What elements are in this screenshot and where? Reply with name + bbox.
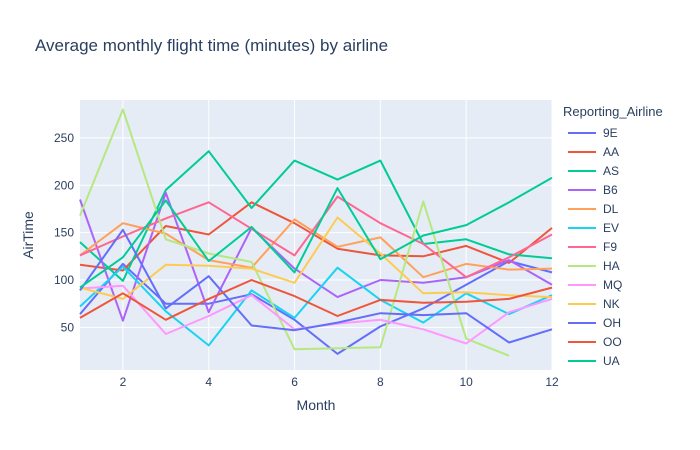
y-tick-label: 150 (54, 226, 74, 240)
series-line-ua (79, 176, 553, 289)
legend-label: DL (603, 202, 619, 216)
series-line-ev (79, 265, 553, 347)
series-line-ha (79, 108, 510, 357)
legend-label: F9 (603, 240, 617, 254)
legend-item-mq[interactable]: MQ (568, 278, 622, 292)
x-axis-title: Month (297, 397, 336, 413)
y-axis-ticks: 50 100 150 200 250 (54, 131, 74, 334)
series-line-as (79, 150, 553, 282)
y-tick-label: 250 (54, 131, 74, 145)
legend-item-as[interactable]: AS (568, 164, 619, 178)
legend-item-f9[interactable]: F9 (568, 240, 617, 254)
legend-label: B6 (603, 183, 618, 197)
y-tick-label: 200 (54, 178, 74, 192)
series-line-dl (79, 218, 553, 279)
legend-item-aa[interactable]: AA (568, 145, 619, 159)
series-line-nk (79, 216, 553, 300)
y-axis-title: AirTime (20, 211, 36, 259)
legend-item-ha[interactable]: HA (568, 259, 620, 273)
series-line-f9 (79, 195, 553, 279)
x-tick-label: 2 (120, 375, 127, 389)
legend-item-dl[interactable]: DL (568, 202, 619, 216)
legend-label: EV (603, 221, 619, 235)
series-lines (79, 108, 553, 357)
legend-title: Reporting_Airline (563, 104, 663, 119)
legend-label: OH (603, 316, 621, 330)
legend[interactable]: Reporting_Airline 9E AA AS B6 DL EV F9 HA MQ NK OH… (563, 104, 663, 368)
x-axis-ticks: 2 4 6 8 10 12 (120, 375, 559, 389)
legend-label: NK (603, 297, 620, 311)
legend-item-nk[interactable]: NK (568, 297, 620, 311)
series-line-oo (79, 279, 553, 321)
y-tick-label: 50 (61, 320, 75, 334)
x-tick-label: 8 (377, 375, 384, 389)
legend-label: 9E (603, 126, 618, 140)
x-tick-label: 10 (460, 375, 474, 389)
legend-label: OO (603, 335, 622, 349)
series-line-oh (79, 228, 553, 344)
legend-item-9e[interactable]: 9E (568, 126, 618, 140)
legend-label: HA (603, 259, 620, 273)
legend-label: UA (603, 354, 620, 368)
x-tick-label: 6 (291, 375, 298, 389)
legend-items[interactable]: 9E AA AS B6 DL EV F9 HA MQ NK OH OO UA (568, 126, 622, 368)
legend-label: AA (603, 145, 619, 159)
x-tick-label: 12 (545, 375, 559, 389)
legend-label: MQ (603, 278, 622, 292)
chart-title: Average monthly flight time (minutes) by… (35, 36, 388, 55)
series-line-aa (79, 201, 553, 272)
x-tick-label: 4 (205, 375, 212, 389)
legend-item-ua[interactable]: UA (568, 354, 620, 368)
legend-item-b6[interactable]: B6 (568, 183, 618, 197)
y-tick-label: 100 (54, 273, 74, 287)
legend-item-oo[interactable]: OO (568, 335, 622, 349)
legend-item-ev[interactable]: EV (568, 221, 619, 235)
legend-item-oh[interactable]: OH (568, 316, 621, 330)
legend-label: AS (603, 164, 619, 178)
